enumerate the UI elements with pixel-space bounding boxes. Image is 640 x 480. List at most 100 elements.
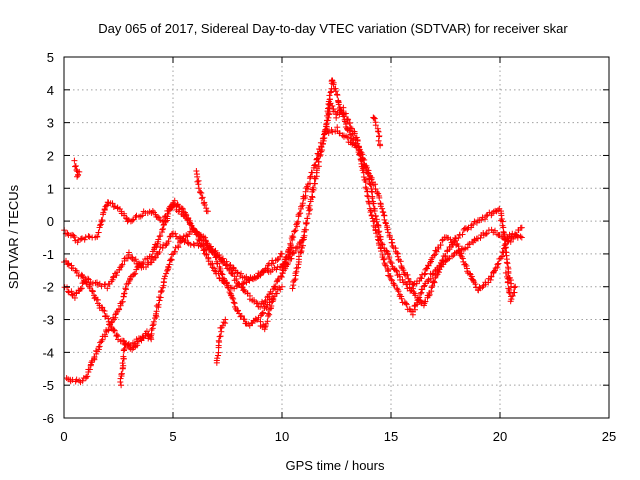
data-point	[341, 118, 348, 125]
data-point	[165, 238, 172, 245]
data-point	[380, 256, 387, 263]
data-point	[368, 188, 375, 195]
series-short-burst-a	[71, 157, 83, 180]
data-point	[94, 233, 101, 240]
series-short-burst-c	[193, 167, 211, 215]
data-point	[199, 243, 206, 250]
data-point	[172, 230, 179, 237]
data-point	[378, 248, 385, 255]
data-point	[230, 299, 237, 306]
data-point	[349, 141, 356, 148]
data-point	[403, 301, 410, 308]
data-point	[299, 237, 306, 244]
data-point	[361, 156, 368, 163]
y-axis-label: SDTVAR / TECUs	[6, 184, 21, 289]
y-tick-label: -3	[42, 313, 54, 328]
data-point	[204, 240, 211, 247]
data-point	[511, 284, 518, 291]
data-point	[374, 128, 381, 135]
data-point	[83, 279, 90, 286]
data-point	[384, 226, 391, 233]
data-point	[179, 205, 186, 212]
data-point	[237, 313, 244, 320]
data-point	[78, 285, 85, 292]
data-point	[418, 275, 425, 282]
y-tick-label: -1	[42, 247, 54, 262]
data-point	[442, 252, 449, 259]
data-point	[439, 237, 446, 244]
data-point	[184, 239, 191, 246]
data-point	[118, 370, 125, 377]
data-point	[165, 210, 172, 217]
data-point	[337, 104, 344, 111]
data-point	[274, 257, 281, 264]
x-tick-label: 10	[275, 429, 289, 444]
data-point	[307, 173, 314, 180]
data-point	[70, 232, 77, 239]
data-point	[393, 268, 400, 275]
data-point	[369, 195, 376, 202]
data-point	[152, 315, 159, 322]
data-point	[501, 245, 508, 252]
data-point	[509, 230, 516, 237]
data-point	[382, 219, 389, 226]
data-point	[320, 140, 327, 147]
data-point	[166, 261, 173, 268]
data-point	[79, 272, 86, 279]
data-point	[73, 376, 80, 383]
data-point	[387, 273, 394, 280]
data-point	[98, 283, 105, 290]
data-point	[145, 331, 152, 338]
data-point	[71, 234, 78, 241]
data-point	[372, 122, 379, 129]
data-point	[379, 241, 386, 248]
data-point	[429, 283, 436, 290]
data-point	[298, 248, 305, 255]
data-point	[502, 269, 509, 276]
y-tick-label: -6	[42, 411, 54, 426]
data-point	[356, 143, 363, 150]
data-point	[321, 131, 328, 138]
data-point	[375, 229, 382, 236]
data-point	[377, 236, 384, 243]
data-point	[491, 227, 498, 234]
data-point	[373, 218, 380, 225]
data-point	[101, 308, 108, 315]
data-point	[153, 310, 160, 317]
data-point	[331, 108, 338, 115]
data-point	[209, 264, 216, 271]
data-point	[238, 283, 245, 290]
data-point	[148, 336, 155, 343]
data-point	[395, 288, 402, 295]
data-point	[122, 285, 129, 292]
data-point	[394, 250, 401, 257]
data-point	[332, 88, 339, 95]
data-point	[285, 260, 292, 267]
data-point	[367, 173, 374, 180]
data-point	[157, 232, 164, 239]
data-point	[96, 343, 103, 350]
data-point	[459, 231, 466, 238]
plot-frame	[63, 56, 610, 419]
data-point	[388, 260, 395, 267]
data-point	[234, 269, 241, 276]
data-point	[318, 144, 325, 151]
data-point	[312, 162, 319, 169]
data-point	[69, 291, 76, 298]
y-tick-label: 2	[47, 148, 54, 163]
data-point	[295, 253, 302, 260]
data-point	[329, 102, 336, 109]
data-point	[435, 245, 442, 252]
data-point	[91, 353, 98, 360]
data-point	[133, 266, 140, 273]
data-point	[460, 246, 467, 253]
data-point	[214, 260, 221, 267]
series-track-7	[321, 124, 525, 294]
data-point	[133, 212, 140, 219]
data-point	[131, 271, 138, 278]
data-point	[195, 181, 202, 188]
data-point	[215, 349, 222, 356]
data-point	[99, 217, 106, 224]
data-point	[504, 260, 511, 267]
data-point	[410, 281, 417, 288]
